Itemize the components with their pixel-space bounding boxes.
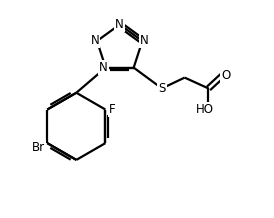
Text: S: S (158, 82, 165, 95)
Text: F: F (109, 103, 115, 116)
Text: O: O (221, 69, 230, 82)
Text: N: N (115, 18, 124, 31)
Text: Br: Br (32, 141, 45, 154)
Text: N: N (99, 61, 108, 74)
Text: N: N (140, 34, 149, 48)
Text: HO: HO (196, 102, 214, 116)
Text: N: N (90, 34, 99, 48)
